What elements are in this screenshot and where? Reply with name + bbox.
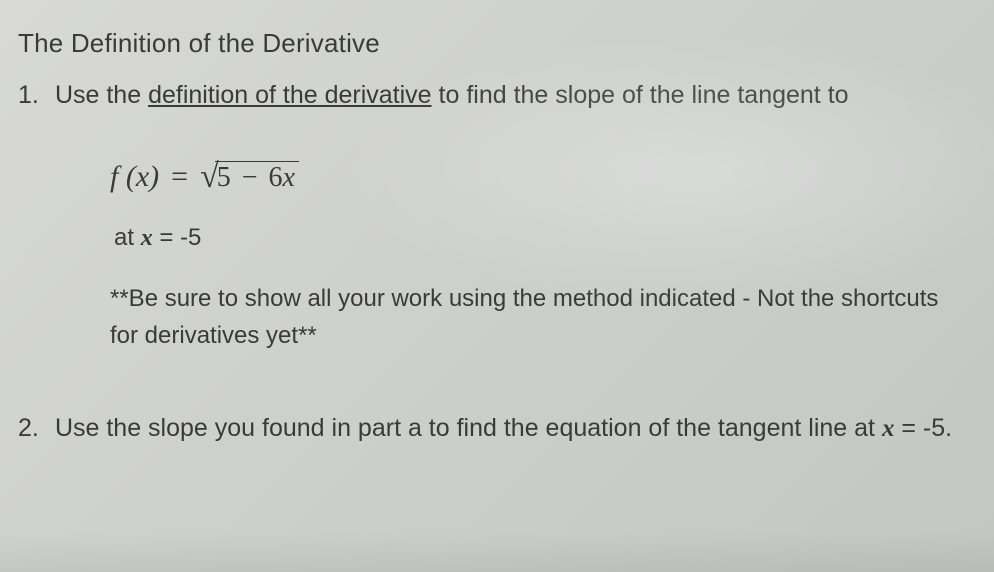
radicand-a: 5 xyxy=(217,162,231,193)
at-line: at x = -5 xyxy=(114,224,976,252)
sqrt-icon: √ 5 − 6x xyxy=(200,161,299,194)
q1-number: 1. xyxy=(18,81,48,110)
page-title: The Definition of the Derivative xyxy=(18,28,976,59)
instruction-note: **Be sure to show all your work using th… xyxy=(110,280,966,354)
q1-underlined: definition of the derivative xyxy=(148,81,432,109)
at-prefix: at xyxy=(114,224,141,251)
at-rest: = -5 xyxy=(153,224,202,251)
q2-lead: Use the slope you found in part a to fin… xyxy=(55,414,882,442)
formula: f (x) = √ 5 − 6x xyxy=(110,160,976,194)
q2-tail: = -5. xyxy=(894,414,952,442)
q1-lead: Use the xyxy=(55,81,148,109)
radicand: 5 − 6x xyxy=(215,161,299,194)
formula-eq: = xyxy=(171,160,188,194)
radicand-op: − xyxy=(242,162,258,193)
question-1: 1. Use the definition of the derivative … xyxy=(18,81,976,110)
radicand-b: 6 xyxy=(269,162,283,193)
q2-number: 2. xyxy=(18,414,48,443)
radicand-var: x xyxy=(283,162,295,193)
q2-var: x xyxy=(882,415,895,442)
question-2: 2. Use the slope you found in part a to … xyxy=(18,414,976,443)
at-var: x xyxy=(141,225,153,251)
q1-tail: to find the slope of the line tangent to xyxy=(432,81,849,109)
formula-block: f (x) = √ 5 − 6x xyxy=(110,160,976,194)
formula-lhs: f (x) xyxy=(110,160,159,194)
